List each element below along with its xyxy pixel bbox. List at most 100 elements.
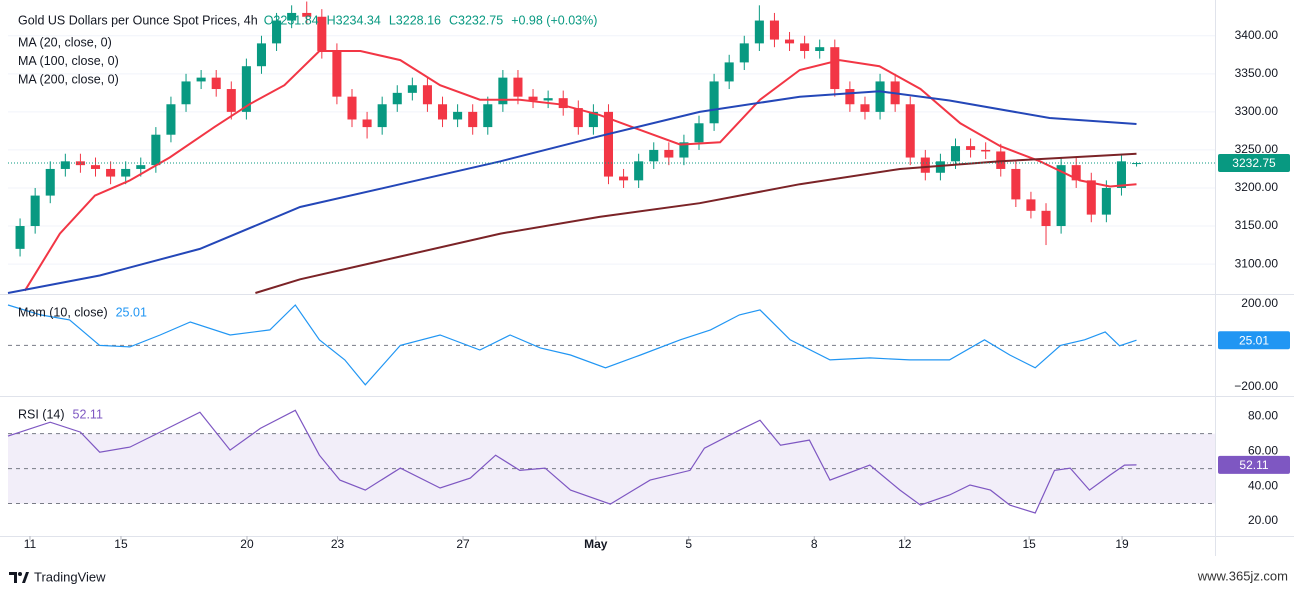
tradingview-logo — [9, 572, 29, 583]
indicator-line — [7, 304, 1137, 386]
y-tick-label: 20.00 — [1248, 513, 1278, 527]
candle-body — [588, 111, 598, 128]
candle-body — [634, 161, 644, 181]
candle-body — [483, 104, 493, 128]
x-tick-label: 8 — [811, 537, 818, 551]
candle-body — [935, 161, 945, 173]
candle-body — [30, 195, 40, 227]
candle-body — [573, 108, 583, 128]
y-tick-label: 3300.00 — [1235, 104, 1279, 118]
ohlc-label: H3234.34 — [327, 13, 381, 27]
candle-body — [996, 151, 1006, 169]
price-tag-label: 52.11 — [1239, 458, 1268, 472]
candle-body — [1101, 187, 1111, 215]
price-tag-label: 25.01 — [1239, 333, 1269, 347]
price-tag — [1218, 154, 1290, 173]
candle-body — [543, 98, 553, 101]
candle-body — [558, 98, 568, 109]
y-tick-label: −200.00 — [1234, 379, 1278, 393]
candle-body — [287, 12, 297, 21]
candle-body — [785, 39, 795, 44]
candle-body — [603, 111, 614, 177]
y-tick-label: 3100.00 — [1235, 256, 1279, 270]
candle-body — [664, 149, 674, 158]
ohlc-label: O3231.84 — [264, 13, 319, 27]
candle-body — [1041, 210, 1051, 227]
legend-entry: Mom (10, close) — [18, 305, 108, 319]
candle-body — [196, 77, 206, 82]
candle-body — [347, 96, 357, 120]
x-tick-label: May — [584, 537, 608, 551]
ma-line — [7, 90, 1137, 294]
candle-body — [136, 165, 146, 169]
candle-body — [830, 47, 840, 90]
candle-body — [860, 104, 870, 112]
x-tick-label: 5 — [685, 537, 692, 551]
candle-body — [1071, 165, 1081, 181]
candle-body — [362, 119, 372, 128]
candle-body — [332, 50, 342, 97]
y-tick-label: 3400.00 — [1235, 28, 1279, 42]
candle-body — [226, 89, 236, 112]
x-tick-label: 15 — [114, 537, 128, 551]
ohlc-label: C3232.75 — [449, 13, 503, 27]
candle-body — [739, 43, 749, 63]
x-tick-label: 23 — [331, 537, 345, 551]
candle-body — [90, 165, 101, 169]
candle-body — [754, 20, 764, 44]
y-tick-label: 60.00 — [1248, 443, 1278, 457]
y-tick-label: 3200.00 — [1235, 180, 1279, 194]
candle-body — [422, 85, 432, 105]
brand: TradingView — [34, 569, 106, 584]
candle-body — [302, 12, 312, 17]
x-tick-label: 12 — [898, 537, 912, 551]
candle-body — [241, 66, 251, 112]
legend-entry: MA (100, close, 0) — [18, 54, 119, 68]
price-tag-label: 3232.75 — [1232, 156, 1276, 170]
x-tick-label: 20 — [240, 537, 254, 551]
candle-body — [151, 134, 161, 166]
candle-body — [272, 20, 282, 44]
candle-body — [106, 168, 116, 177]
candle-body — [981, 149, 991, 152]
candle-body — [15, 226, 25, 249]
candle-body — [694, 123, 704, 143]
candle-body — [1086, 180, 1096, 215]
candle-body — [905, 104, 915, 158]
x-tick-label: 15 — [1022, 537, 1036, 551]
candle-body — [513, 77, 523, 97]
candle-body — [45, 168, 55, 196]
price-tag — [1218, 331, 1290, 350]
candle-body — [528, 96, 538, 101]
candle-body — [875, 81, 885, 112]
ohlc-label: +0.98 (+0.03%) — [511, 13, 597, 27]
candle-body — [377, 104, 387, 128]
candle-body — [1011, 168, 1021, 200]
y-tick-label: 200.00 — [1241, 296, 1278, 310]
candle-body — [815, 47, 825, 51]
candle-body — [679, 142, 689, 158]
y-tick-label: 3350.00 — [1235, 66, 1279, 80]
candle-body — [845, 89, 855, 105]
candle-body — [256, 43, 266, 67]
legend-entry: RSI (14) — [18, 407, 65, 421]
candle-body — [920, 157, 930, 173]
candle-body — [709, 81, 719, 124]
legend-entry: MA (200, close, 0) — [18, 72, 119, 86]
candle-body — [498, 77, 508, 105]
ohlc-label: L3228.16 — [389, 13, 441, 27]
watermark: www.365jz.com — [1197, 568, 1288, 583]
x-tick-label: 19 — [1115, 537, 1129, 551]
legend-value: 52.11 — [73, 407, 103, 421]
candle-body — [407, 85, 417, 93]
ma-line — [255, 152, 1137, 294]
y-tick-label: 80.00 — [1248, 408, 1278, 422]
x-tick-label: 27 — [456, 537, 470, 551]
candle-body — [392, 92, 402, 105]
y-tick-label: 40.00 — [1248, 478, 1278, 492]
candle-body — [181, 81, 191, 105]
candle-body — [769, 20, 779, 40]
y-tick-label: 3150.00 — [1235, 218, 1279, 232]
